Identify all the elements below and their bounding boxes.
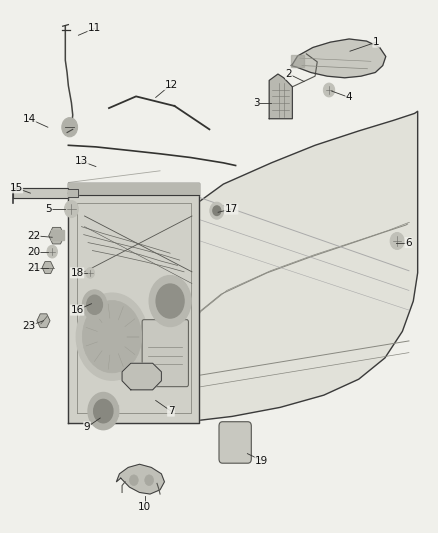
Circle shape bbox=[88, 392, 119, 430]
Polygon shape bbox=[122, 364, 161, 390]
Circle shape bbox=[210, 202, 224, 219]
Polygon shape bbox=[49, 228, 64, 244]
Polygon shape bbox=[117, 464, 164, 494]
Circle shape bbox=[47, 245, 57, 258]
Text: 5: 5 bbox=[46, 204, 52, 214]
Circle shape bbox=[390, 232, 404, 249]
Text: 6: 6 bbox=[405, 238, 412, 247]
Circle shape bbox=[323, 83, 335, 97]
Text: 17: 17 bbox=[225, 204, 238, 214]
Polygon shape bbox=[37, 314, 50, 328]
Circle shape bbox=[86, 268, 95, 278]
Circle shape bbox=[82, 290, 107, 320]
Polygon shape bbox=[157, 111, 418, 421]
Polygon shape bbox=[42, 262, 53, 273]
Polygon shape bbox=[269, 74, 292, 119]
Circle shape bbox=[145, 475, 153, 486]
Circle shape bbox=[87, 295, 102, 314]
Circle shape bbox=[156, 284, 184, 318]
Circle shape bbox=[64, 200, 78, 217]
Polygon shape bbox=[291, 39, 386, 78]
Circle shape bbox=[130, 475, 138, 486]
Text: 23: 23 bbox=[22, 321, 36, 331]
Text: 21: 21 bbox=[27, 263, 40, 272]
Circle shape bbox=[213, 206, 221, 215]
Polygon shape bbox=[68, 182, 199, 423]
Text: 13: 13 bbox=[75, 156, 88, 166]
FancyBboxPatch shape bbox=[142, 320, 188, 386]
Circle shape bbox=[76, 293, 148, 380]
Text: 10: 10 bbox=[138, 502, 152, 512]
Text: 16: 16 bbox=[71, 305, 84, 315]
Text: 9: 9 bbox=[84, 422, 91, 432]
Text: 19: 19 bbox=[255, 456, 268, 465]
FancyBboxPatch shape bbox=[219, 422, 251, 463]
Text: 12: 12 bbox=[164, 80, 177, 90]
Polygon shape bbox=[68, 189, 78, 197]
Text: 7: 7 bbox=[168, 406, 174, 416]
Text: 14: 14 bbox=[22, 114, 36, 124]
Text: 1: 1 bbox=[373, 37, 379, 47]
Circle shape bbox=[94, 399, 113, 423]
Polygon shape bbox=[13, 188, 68, 198]
Text: 20: 20 bbox=[27, 247, 40, 256]
Circle shape bbox=[82, 301, 142, 373]
Text: 2: 2 bbox=[286, 69, 292, 79]
Text: 15: 15 bbox=[9, 183, 23, 193]
Text: 3: 3 bbox=[253, 98, 259, 108]
Text: 4: 4 bbox=[346, 92, 353, 102]
Text: 18: 18 bbox=[71, 268, 84, 278]
Text: 22: 22 bbox=[27, 231, 40, 241]
Text: 11: 11 bbox=[88, 23, 101, 34]
Circle shape bbox=[62, 118, 78, 137]
Polygon shape bbox=[68, 182, 199, 195]
Polygon shape bbox=[102, 405, 118, 416]
Polygon shape bbox=[51, 230, 64, 240]
Polygon shape bbox=[291, 55, 304, 67]
Circle shape bbox=[149, 276, 191, 327]
